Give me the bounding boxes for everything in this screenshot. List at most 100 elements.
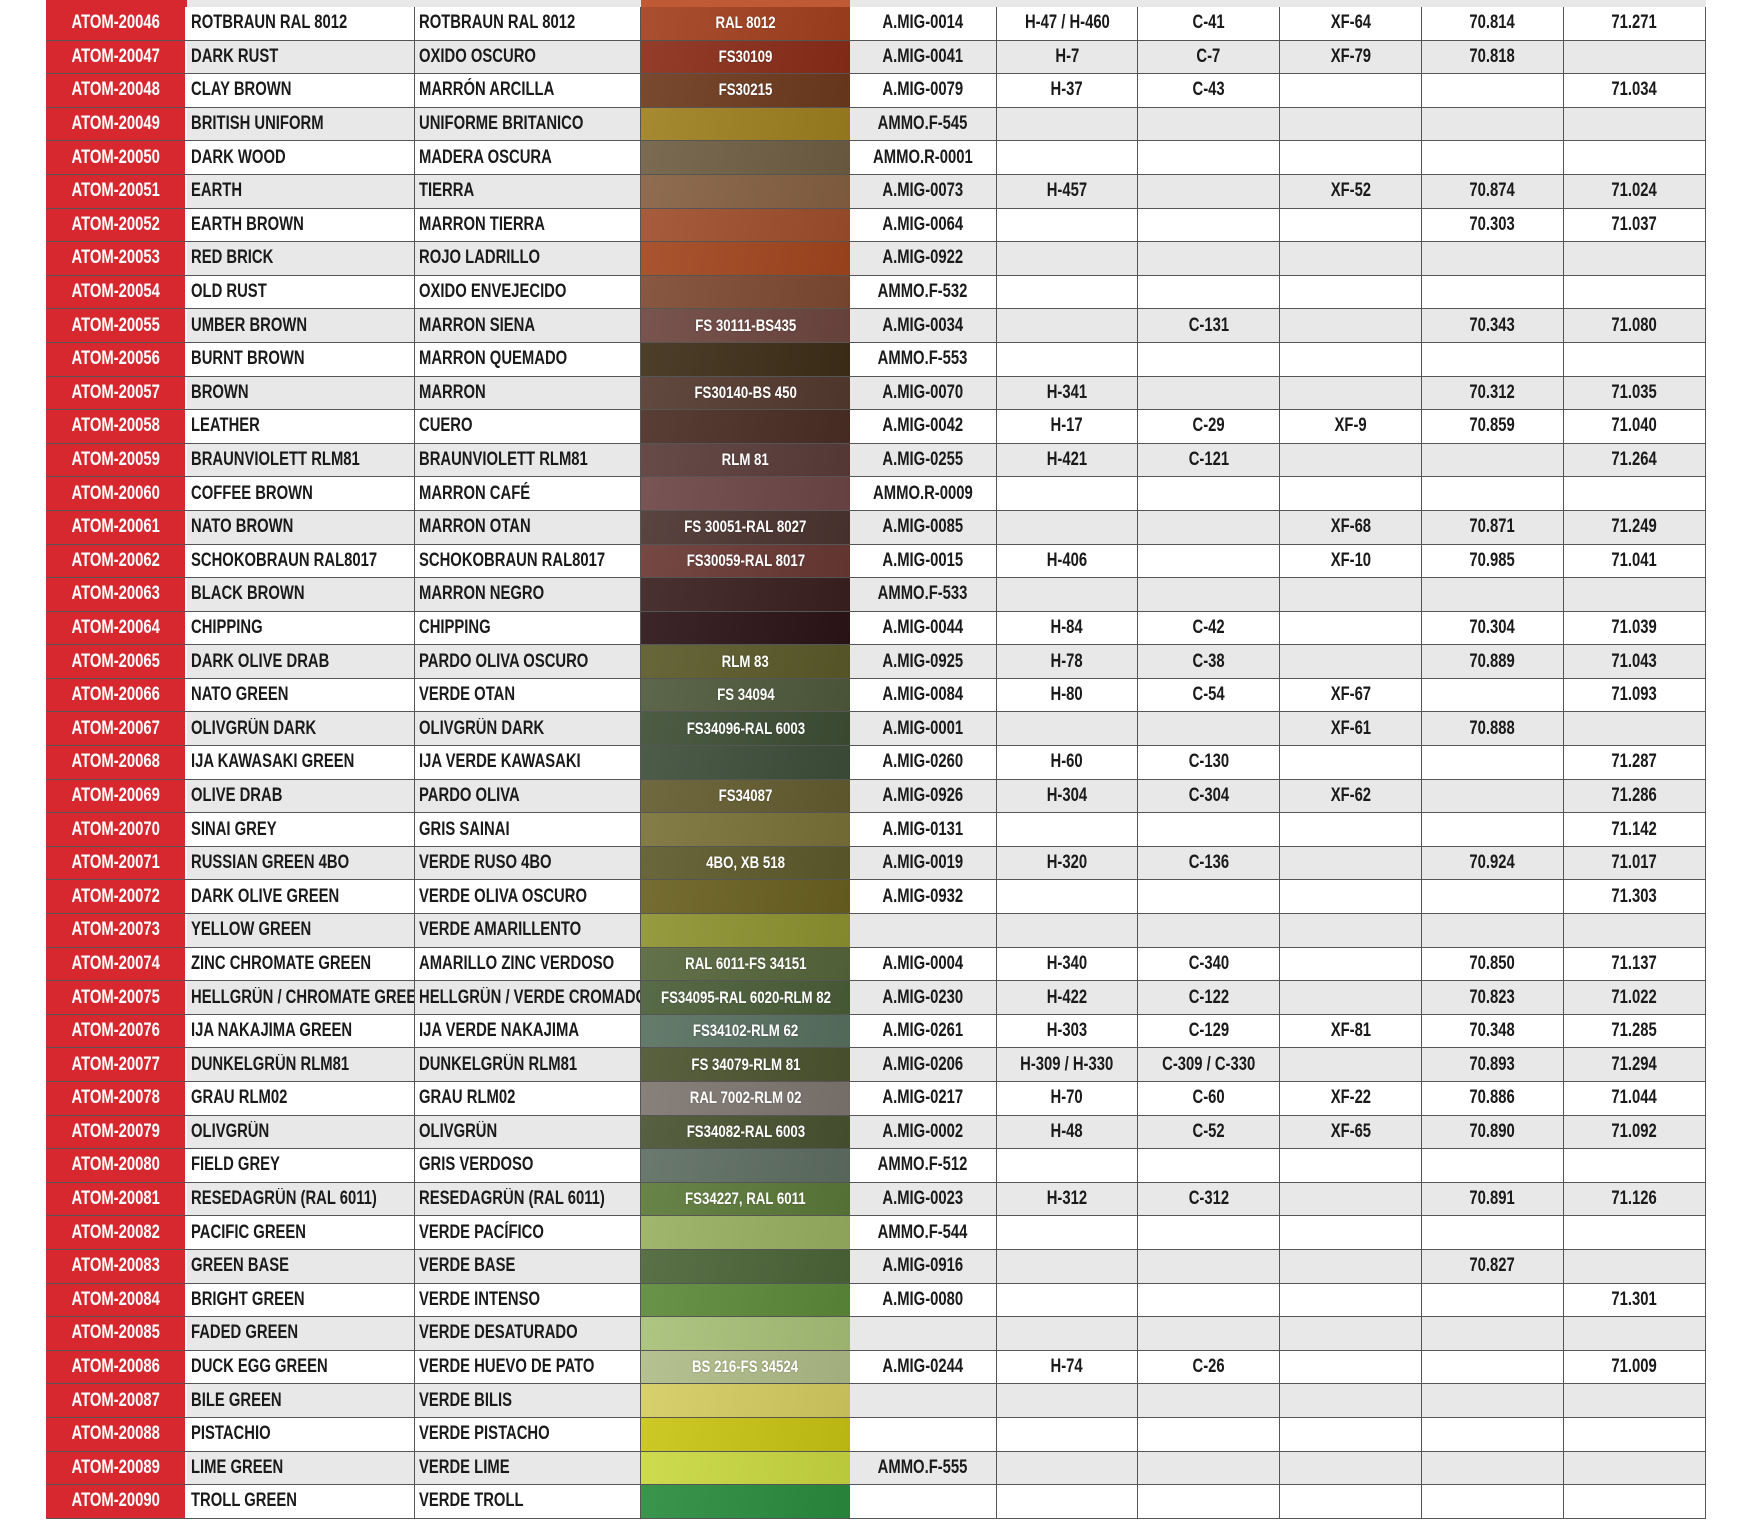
name-english-cell: OLIVGRÜN DARK [187, 712, 415, 746]
name-english-cell: TROLL GREEN [187, 1485, 415, 1518]
paint-code: ATOM-20071 [71, 852, 160, 874]
name-spanish-cell: OLIVGRÜN [415, 1115, 641, 1149]
ref-71: 71.264 [1611, 449, 1658, 471]
ref-71-cell [1564, 1485, 1706, 1518]
amig-ref-cell: A.MIG-0019 [850, 846, 997, 880]
amig-ref: A.MIG-0925 [882, 650, 964, 672]
h-ref-cell [997, 1451, 1138, 1485]
name-spanish-cell: VERDE INTENSO [415, 1283, 641, 1317]
table-row: ATOM-20055 UMBER BROWN MARRON SIENA FS 3011… [46, 309, 1706, 343]
name-english-cell: OLD RUST [187, 275, 415, 309]
name-english-cell: LIME GREEN [187, 1451, 415, 1485]
name-english: RUSSIAN GREEN 4BO [191, 852, 350, 874]
amig-ref-cell: A.MIG-0002 [850, 1115, 997, 1149]
name-spanish-cell: MARRON OTAN [415, 510, 641, 544]
amig-ref-cell: A.MIG-0001 [850, 712, 997, 746]
paint-code-cell: ATOM-20058 [46, 410, 187, 443]
xf-ref: XF-81 [1330, 1020, 1371, 1042]
color-swatch-cell: FS30140-BS 450 [641, 376, 850, 410]
amig-ref-cell: AMMO.F-553 [850, 342, 997, 376]
name-english-cell: LEATHER [187, 410, 415, 443]
c-ref: C-7 [1196, 45, 1221, 67]
name-spanish-cell: VERDE LIME [415, 1451, 641, 1485]
amig-ref: A.MIG-0073 [882, 180, 964, 202]
c-ref-cell [1138, 712, 1280, 746]
table-row: ATOM-20079 OLIVGRÜN OLIVGRÜN FS34082-RAL 60… [46, 1115, 1706, 1150]
name-spanish: AMARILLO ZINC VERDOSO [419, 952, 615, 974]
amig-ref-cell: A.MIG-0064 [850, 208, 997, 242]
name-spanish: VERDE PACÍFICO [419, 1221, 544, 1243]
ref-71-cell [1564, 578, 1706, 611]
ref-70: 70.890 [1469, 1120, 1516, 1142]
xf-ref-cell [1280, 1283, 1422, 1317]
amig-ref-cell: A.MIG-0255 [850, 443, 997, 477]
ref-71: 71.040 [1611, 415, 1658, 437]
c-ref-cell: C-60 [1138, 1082, 1280, 1115]
h-ref-cell [997, 914, 1138, 947]
paint-code: ATOM-20075 [71, 986, 160, 1008]
name-spanish: VERDE PISTACHO [419, 1423, 550, 1445]
name-english-cell: CLAY BROWN [187, 74, 415, 107]
name-spanish: ROJO LADRILLO [419, 247, 541, 269]
name-spanish: VERDE BASE [419, 1255, 516, 1277]
xf-ref-cell [1280, 947, 1422, 981]
amig-ref: A.MIG-0085 [882, 516, 964, 538]
amig-ref: AMMO.F-555 [878, 1456, 968, 1478]
ref-71: 71.009 [1611, 1356, 1658, 1378]
c-ref-cell [1138, 880, 1280, 914]
color-swatch-cell: FS34227, RAL 6011 [641, 1182, 850, 1216]
ref-71-cell: 71.285 [1564, 1014, 1706, 1048]
ref-70-cell: 70.348 [1422, 1014, 1564, 1048]
ref-71: 71.093 [1611, 684, 1658, 706]
ref-70: 70.893 [1469, 1053, 1516, 1075]
name-english: BRAUNVIOLETT RLM81 [191, 449, 360, 471]
xf-ref-cell [1280, 1451, 1422, 1485]
amig-ref-cell [850, 1317, 997, 1350]
c-ref-cell [1138, 107, 1280, 141]
ref-70-cell: 70.890 [1422, 1115, 1564, 1149]
ref-70: 70.859 [1469, 415, 1516, 437]
amig-ref: A.MIG-0916 [882, 1255, 964, 1277]
xf-ref: XF-10 [1330, 549, 1371, 571]
amig-ref: A.MIG-0064 [882, 213, 964, 235]
color-swatch-cell [641, 1216, 850, 1249]
ref-71-cell [1564, 1417, 1706, 1451]
name-english-cell: DARK WOOD [187, 141, 415, 174]
color-swatch-cell [641, 578, 850, 611]
color-swatch: RLM 81 [721, 450, 770, 470]
h-ref-cell [997, 309, 1138, 342]
name-english: COFFEE BROWN [191, 482, 313, 504]
name-english: CLAY BROWN [191, 79, 292, 101]
xf-ref-cell [1280, 1249, 1422, 1283]
amig-ref-cell [850, 914, 997, 947]
ref-71: 71.271 [1611, 12, 1658, 34]
h-ref-cell [997, 813, 1138, 846]
name-english-cell: RED BRICK [187, 242, 415, 275]
name-spanish-cell: VERDE PACÍFICO [415, 1216, 641, 1249]
name-spanish: ROTBRAUN RAL 8012 [419, 12, 576, 34]
table-row: ATOM-20073 YELLOW GREEN VERDE AMARILLENTO [46, 914, 1706, 948]
h-ref: H-78 [1050, 650, 1084, 672]
c-ref: C-121 [1188, 449, 1229, 471]
name-english: DARK OLIVE DRAB [191, 650, 330, 672]
table-row: ATOM-20060 COFFEE BROWN MARRON CAFÉ AMMO.R-… [46, 477, 1706, 511]
color-swatch: FS34082-RAL 6003 [686, 1121, 805, 1141]
partial-ref-cells [850, 0, 1706, 7]
name-spanish: VERDE LIME [419, 1456, 510, 1478]
xf-ref: XF-67 [1330, 684, 1371, 706]
table-row: ATOM-20050 DARK WOOD MADERA OSCURA AMMO.R-0… [46, 141, 1706, 175]
name-english: LEATHER [191, 415, 260, 437]
name-english: SCHOKOBRAUN RAL8017 [191, 549, 378, 571]
xf-ref-cell: XF-52 [1280, 174, 1422, 208]
h-ref: H-406 [1046, 549, 1088, 571]
c-ref-cell: C-309 / C-330 [1138, 1048, 1280, 1081]
color-swatch-cell: FS34082-RAL 6003 [641, 1115, 850, 1149]
name-spanish-cell: MARRON SIENA [415, 309, 641, 342]
name-english-cell: SINAI GREY [187, 813, 415, 846]
name-spanish: SCHOKOBRAUN RAL8017 [419, 549, 606, 571]
h-ref: H-47 / H-460 [1024, 12, 1110, 34]
paint-code: ATOM-20068 [71, 751, 160, 773]
name-english: PACIFIC GREEN [191, 1221, 307, 1243]
paint-code-cell: ATOM-20050 [46, 141, 187, 174]
h-ref-cell: H-7 [997, 40, 1138, 74]
